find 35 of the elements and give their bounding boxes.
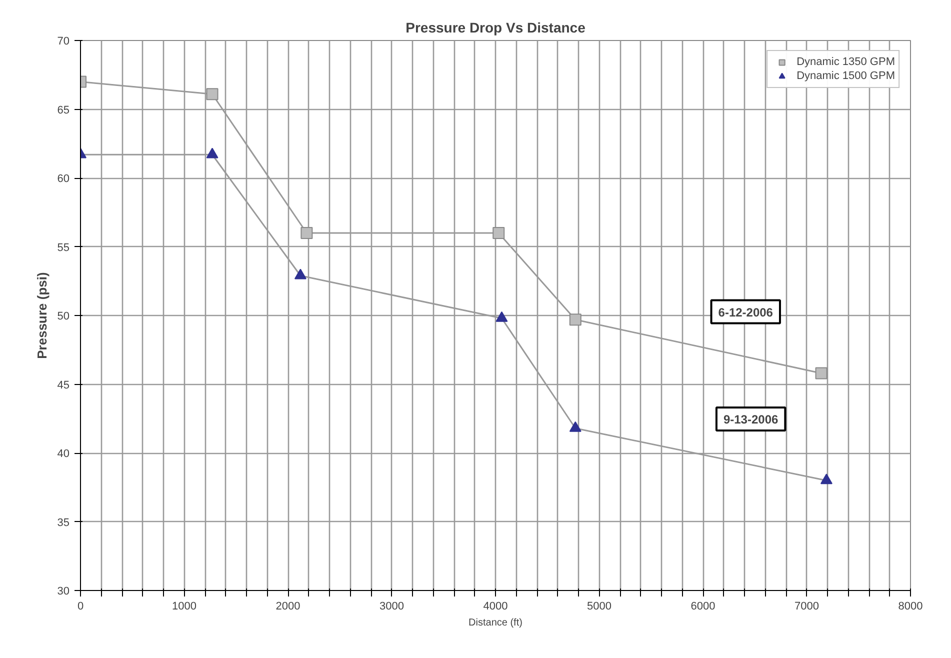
y-tick-label: 45: [57, 379, 70, 392]
annotation: 6-12-2006: [718, 305, 774, 320]
y-tick-label: 40: [57, 448, 70, 460]
x-tick-label: 0: [77, 600, 84, 612]
point: [206, 148, 218, 158]
legend-label: Dynamic 1350 GPM: [796, 55, 895, 69]
point: [569, 314, 582, 326]
legend-label: Dynamic 1500 GPM: [796, 69, 895, 83]
point: [294, 268, 306, 280]
x-tick-label: 7000: [794, 600, 819, 612]
chart-title: Pressure Drop Vs Distance: [406, 20, 586, 36]
point: [206, 88, 218, 100]
point: [815, 367, 828, 380]
y-tick-label: 50: [57, 310, 70, 322]
y-axis-title: Pressure (psi): [34, 272, 50, 359]
y-tick-label: 30: [57, 586, 70, 598]
point: [300, 227, 313, 239]
annotation: 9-13-2006: [723, 412, 778, 426]
x-tick-label: 5000: [587, 600, 612, 612]
x-tick-label: 2000: [276, 600, 300, 612]
point: [496, 311, 508, 322]
x-axis-title: Distance (ft): [468, 618, 522, 628]
y-tick-label: 35: [57, 516, 70, 529]
x-tick-label: 1000: [172, 600, 196, 612]
x-tick-label: 3000: [380, 600, 404, 612]
point: [820, 474, 832, 484]
y-tick-label: 55: [57, 242, 70, 254]
y-tick-label: 70: [57, 36, 70, 48]
x-tick-label: 6000: [690, 600, 716, 612]
point: [569, 421, 582, 432]
y-tick-label: 65: [57, 104, 70, 116]
point: [492, 227, 505, 239]
x-tick-label: 4000: [483, 600, 508, 612]
y-tick-label: 60: [57, 173, 70, 185]
x-tick-label: 8000: [898, 600, 923, 612]
